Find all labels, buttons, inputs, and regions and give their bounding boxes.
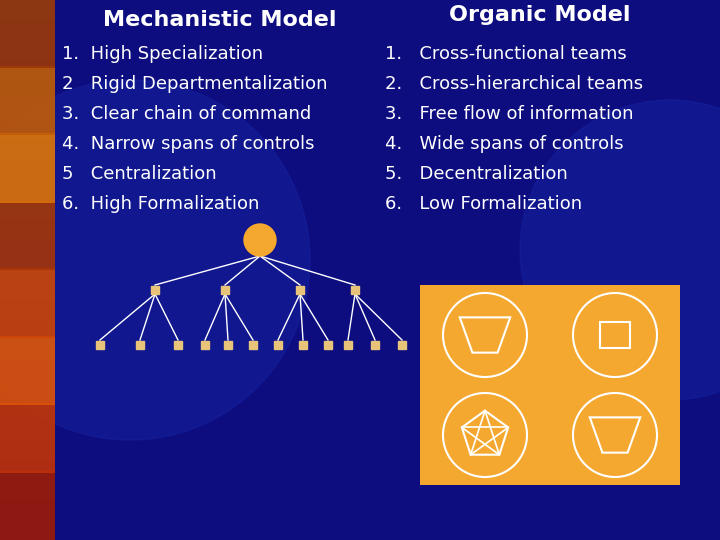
Bar bbox=[0, 120, 55, 140]
Bar bbox=[0, 133, 55, 202]
Text: 4.  Narrow spans of controls: 4. Narrow spans of controls bbox=[62, 135, 315, 153]
Bar bbox=[0, 220, 55, 240]
Bar bbox=[398, 341, 406, 349]
Text: 3.  Clear chain of command: 3. Clear chain of command bbox=[62, 105, 311, 123]
Bar bbox=[0, 380, 55, 400]
Bar bbox=[0, 340, 55, 360]
Text: 6.  High Formalization: 6. High Formalization bbox=[62, 195, 259, 213]
Bar bbox=[600, 322, 630, 348]
Text: 2   Rigid Departmentalization: 2 Rigid Departmentalization bbox=[62, 75, 328, 93]
Bar bbox=[136, 341, 144, 349]
Bar bbox=[420, 285, 680, 485]
Text: 4.   Wide spans of controls: 4. Wide spans of controls bbox=[385, 135, 624, 153]
Bar bbox=[0, 260, 55, 280]
Circle shape bbox=[244, 224, 276, 256]
Bar bbox=[224, 341, 232, 349]
Bar bbox=[0, 520, 55, 540]
Bar bbox=[201, 341, 209, 349]
Bar bbox=[351, 286, 359, 294]
Bar bbox=[174, 341, 182, 349]
Bar bbox=[0, 140, 55, 160]
Bar bbox=[0, 200, 55, 220]
Bar bbox=[96, 341, 104, 349]
Bar bbox=[0, 360, 55, 380]
Bar bbox=[0, 480, 55, 500]
Text: 1.   Cross-functional teams: 1. Cross-functional teams bbox=[385, 45, 626, 63]
Bar bbox=[0, 400, 55, 420]
Bar bbox=[0, 240, 55, 260]
Bar bbox=[0, 80, 55, 100]
Bar bbox=[0, 403, 55, 472]
Bar bbox=[0, 300, 55, 320]
Bar bbox=[0, 65, 55, 135]
Bar bbox=[0, 40, 55, 60]
Text: 3.   Free flow of information: 3. Free flow of information bbox=[385, 105, 634, 123]
Bar bbox=[0, 500, 55, 520]
Bar bbox=[0, 268, 55, 338]
Bar bbox=[296, 286, 304, 294]
Bar bbox=[249, 341, 257, 349]
Bar bbox=[0, 470, 55, 540]
Bar bbox=[0, 20, 55, 40]
Bar bbox=[344, 341, 352, 349]
Bar bbox=[0, 460, 55, 480]
Text: 6.   Low Formalization: 6. Low Formalization bbox=[385, 195, 582, 213]
Bar bbox=[0, 60, 55, 80]
Bar bbox=[0, 420, 55, 440]
Bar bbox=[151, 286, 159, 294]
Text: 5.   Decentralization: 5. Decentralization bbox=[385, 165, 568, 183]
Bar bbox=[0, 180, 55, 200]
Bar bbox=[0, 160, 55, 180]
Bar bbox=[0, 440, 55, 460]
Bar bbox=[299, 341, 307, 349]
Text: Mechanistic Model: Mechanistic Model bbox=[103, 10, 337, 30]
Bar bbox=[0, 320, 55, 340]
Bar bbox=[371, 341, 379, 349]
Bar bbox=[274, 341, 282, 349]
Circle shape bbox=[0, 80, 310, 440]
Text: 1.  High Specialization: 1. High Specialization bbox=[62, 45, 263, 63]
Circle shape bbox=[520, 100, 720, 400]
Bar bbox=[0, 200, 55, 270]
Text: Organic Model: Organic Model bbox=[449, 5, 631, 25]
Bar bbox=[0, 0, 55, 20]
Bar bbox=[0, 100, 55, 120]
Text: 2.   Cross-hierarchical teams: 2. Cross-hierarchical teams bbox=[385, 75, 643, 93]
Text: 5   Centralization: 5 Centralization bbox=[62, 165, 217, 183]
Bar bbox=[0, 335, 55, 405]
Bar bbox=[324, 341, 332, 349]
Bar bbox=[0, 280, 55, 300]
Bar bbox=[221, 286, 229, 294]
Bar bbox=[0, 0, 55, 68]
